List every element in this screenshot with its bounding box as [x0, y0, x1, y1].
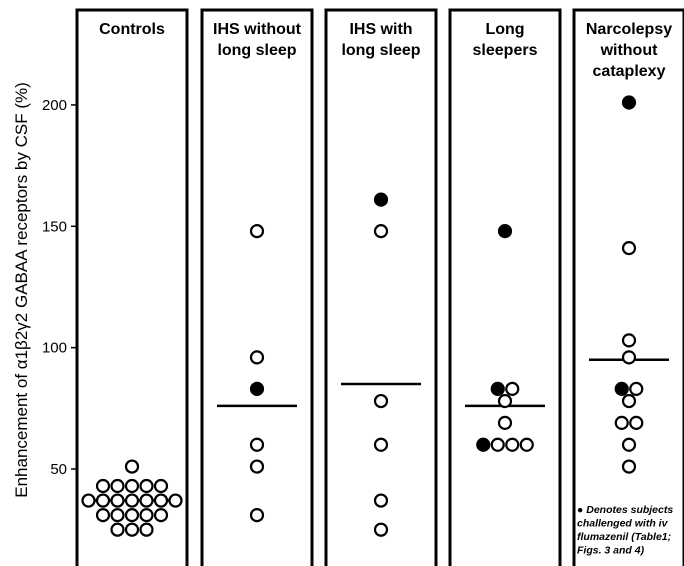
data-point-filled	[621, 95, 637, 110]
panel-title: Long	[485, 21, 524, 38]
data-point-open	[95, 493, 111, 508]
data-point-open	[621, 333, 637, 348]
data-point-open	[95, 508, 111, 523]
y-tick-label: 150	[42, 218, 67, 235]
data-point-open	[373, 493, 389, 508]
panel-5: Narcolepsy without cataplexy	[572, 8, 684, 566]
data-point-open	[124, 522, 140, 537]
data-point-open	[621, 350, 637, 365]
data-point-open	[249, 459, 265, 474]
panel-2: IHS without long sleep	[200, 8, 314, 566]
data-point-open	[621, 241, 637, 256]
data-point-open	[139, 522, 154, 537]
y-tick-label: 100	[42, 340, 67, 357]
panel-title: Narcolepsy	[586, 21, 672, 38]
data-point-open	[373, 437, 389, 452]
data-point-open	[497, 415, 513, 430]
data-point-open	[490, 437, 505, 452]
data-point-open	[614, 415, 629, 430]
data-point-open	[110, 508, 125, 523]
data-point-open	[168, 493, 183, 508]
panel-title: IHS without	[213, 21, 302, 38]
panel-4: Long sleepers	[448, 8, 562, 566]
data-point-open	[621, 393, 637, 409]
note-line: challenged with iv	[577, 518, 669, 530]
data-point-open	[373, 522, 389, 537]
data-point-open	[110, 493, 125, 508]
panel-frame	[324, 8, 438, 566]
y-tick-label: 50	[50, 461, 67, 478]
flumazenil-note: ● Denotes subjects challenged with ivflum…	[577, 504, 673, 557]
data-point-filled	[497, 224, 513, 239]
y-axis-label: Enhancement of α1β2γ2 GABAA receptors by…	[12, 82, 31, 498]
data-point-open	[153, 478, 169, 494]
data-point-open	[153, 508, 169, 523]
data-point-open	[249, 508, 265, 523]
data-point-open	[124, 508, 140, 523]
note-line: Figs. 3 and 4)	[577, 545, 645, 557]
data-point-open	[95, 478, 111, 494]
data-point-open	[621, 459, 637, 474]
data-point-open	[139, 508, 154, 523]
data-point-open	[373, 224, 389, 239]
data-point-open	[621, 437, 637, 452]
note-line: ● Denotes subjects	[577, 504, 673, 516]
data-point-open	[249, 350, 265, 365]
note-line: flumazenil (Table1;	[577, 531, 671, 543]
panel-title: long sleep	[217, 42, 296, 59]
y-tick-label: 200	[42, 97, 67, 114]
data-point-open	[81, 493, 96, 508]
data-point-open	[249, 437, 265, 452]
data-point-open	[505, 437, 520, 452]
data-point-open	[497, 393, 513, 409]
data-point-filled	[614, 381, 629, 397]
data-point-open	[153, 493, 169, 508]
data-point-open	[505, 381, 520, 397]
panel-title: cataplexy	[593, 63, 666, 80]
data-point-filled	[249, 381, 265, 397]
data-point-open	[629, 415, 644, 430]
panel-title: sleepers	[473, 42, 538, 59]
panel-frame	[448, 8, 562, 566]
panel-frame	[75, 8, 189, 566]
data-point-open	[249, 224, 265, 239]
data-point-open	[110, 522, 125, 537]
data-point-open	[110, 478, 125, 494]
panel-title: Controls	[99, 21, 165, 38]
data-point-open	[139, 493, 154, 508]
data-point-open	[124, 459, 140, 474]
data-point-open	[373, 393, 389, 409]
panel-frame	[572, 8, 684, 566]
panel-title: without	[600, 42, 659, 59]
panel-title: long sleep	[341, 42, 420, 59]
data-point-open	[519, 437, 534, 452]
panel-title: IHS with	[349, 21, 412, 38]
data-point-filled	[373, 192, 389, 207]
data-point-open	[629, 381, 644, 397]
data-point-open	[124, 493, 140, 508]
data-point-filled	[490, 381, 505, 397]
y-axis-ticks: 50 100 150 200	[42, 97, 77, 478]
data-point-filled	[476, 437, 491, 452]
panel-1: Controls	[75, 8, 189, 566]
panels: Controls IHS without long sleep IHS with lon…	[75, 8, 684, 566]
panel-frame	[200, 8, 314, 566]
panel-3: IHS with long sleep	[324, 8, 438, 566]
data-point-open	[139, 478, 154, 494]
data-point-open	[124, 478, 140, 494]
